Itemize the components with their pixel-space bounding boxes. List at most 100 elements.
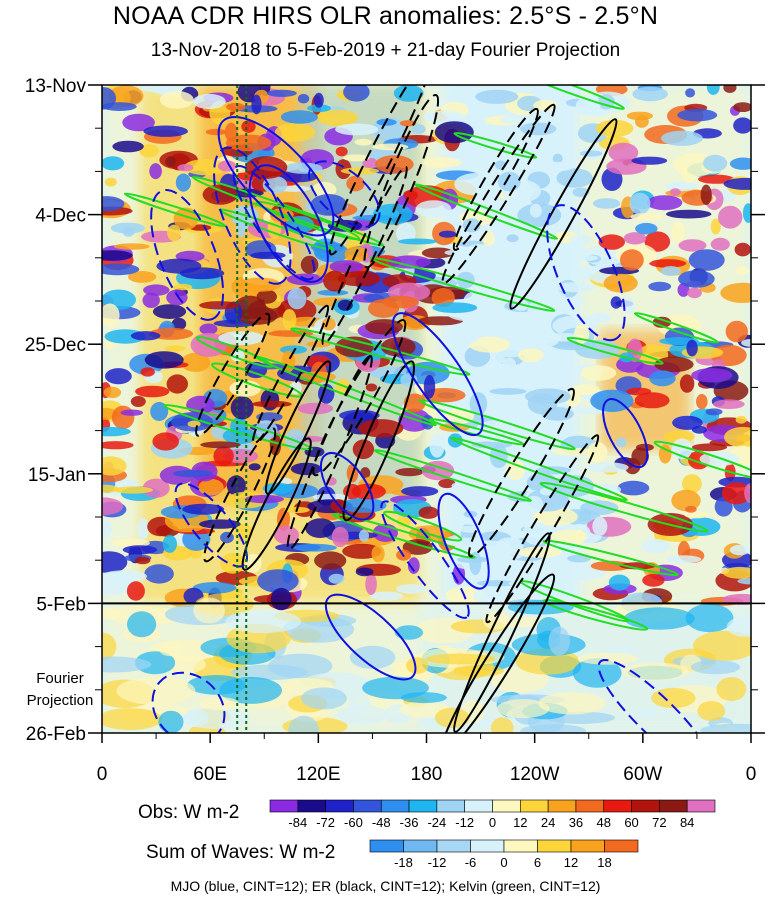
projection-patch [634,707,658,719]
field-patch [742,203,751,223]
field-patch [710,237,730,251]
kelvin-contour [383,510,463,542]
kelvin-contour [542,598,649,631]
field-patch [293,543,337,552]
field-patch [321,317,336,331]
field-patch [102,519,112,539]
field-patch [733,117,751,134]
field-patch [335,146,348,157]
field-patch [135,385,170,398]
field-patch [630,213,663,221]
field-patch [421,247,455,259]
field-patch [737,577,751,585]
field-patch [149,327,194,340]
er-contour [342,360,415,522]
er-contour [363,93,440,269]
field-patch [104,177,117,187]
field-patch [314,551,347,570]
projection-patch [690,659,741,675]
field-patch [679,374,695,393]
colorbar-box [492,799,521,813]
field-patch [463,244,494,266]
field-patch [300,255,319,274]
field-patch [649,370,676,387]
field-patch [305,518,336,538]
colorbar-box [470,839,505,853]
field-patch [230,396,254,420]
y-tick-label: 15-Jan [28,465,86,486]
field-patch [635,222,658,235]
field-patch [729,544,751,556]
field-patch [162,535,177,553]
field-patch [354,138,373,146]
projection-patch [700,723,751,733]
field-patch [102,156,125,171]
field-patch [297,402,334,415]
field-patch [266,89,297,97]
field-patch [140,85,179,93]
field-patch [108,85,144,107]
field-patch [139,144,159,158]
field-patch [297,93,310,104]
er-contour [452,107,539,251]
field-patch [586,462,629,473]
kelvin-contour [369,256,556,312]
field-patch [552,153,563,164]
field-patch [718,205,743,229]
field-patch [280,110,318,124]
field-patch [358,529,369,542]
y-tick-label: 13-Nov [25,76,87,97]
reference-lines [102,85,751,733]
field-patch [741,339,751,347]
field-patch [620,249,644,271]
field-patch [733,102,751,112]
field-patch [382,295,419,309]
kelvin-contour [163,403,313,451]
field-patch [590,389,634,412]
field-patch [337,271,381,287]
er-contour [328,85,432,256]
kelvin-contour [633,312,719,344]
field-patch [654,356,694,373]
field-patch [646,195,683,211]
projection-patch [159,642,181,657]
field-patch [365,573,377,595]
field-patch [159,90,194,109]
colorbar-level-label: 36 [569,815,583,830]
field-patch [105,368,132,385]
field-patch [658,444,672,464]
kelvin-contour [653,440,751,480]
field-patch [421,460,455,481]
y-tick-label: 4-Dec [35,206,86,227]
colorbar-level-label: 24 [541,815,555,830]
obs-colorbar: -84 -72 -60 -48 -36 -24 -12 0 12 24 36 48 60 72 84 [269,799,716,830]
field-patch [685,88,696,98]
field-patch [570,384,600,396]
kelvin-contour [255,200,361,241]
colorbar-level-label: 0 [489,815,496,830]
colorbar-level-label: 72 [652,815,666,830]
field-patch [669,188,681,196]
field-patch [130,331,161,341]
field-patch [222,427,258,445]
field-patch [144,564,174,584]
waves-colorbar-label: Sum of Waves: W m-2 [146,842,336,863]
colorbar-level-label: 12 [564,855,578,870]
er-contour [312,319,407,477]
field-patch [149,163,162,180]
field-patch [556,168,593,188]
field-patch [200,441,241,449]
field-patch [710,218,721,235]
colorbar-box [269,799,299,813]
olr-anomaly-field [102,85,751,733]
field-patch [120,409,144,416]
projection-patch [406,657,429,674]
x-axis: 0 60E 120E 180 120W 60W 0 [97,733,756,785]
projection-patch [127,611,157,638]
field-patch [238,277,281,292]
colorbar-level-label: 6 [534,855,541,870]
field-patch [198,478,224,496]
field-patch [102,263,140,276]
field-patch [137,518,149,541]
field-patch [329,260,364,274]
